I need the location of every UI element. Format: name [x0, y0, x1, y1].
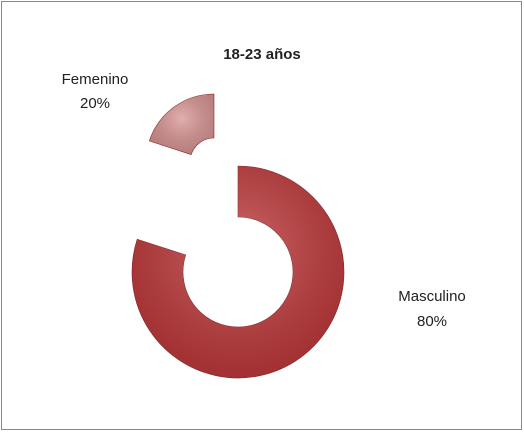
chart-title: 18-23 años: [223, 46, 301, 63]
slice-shading: [132, 166, 344, 378]
slice-category-label: Femenino: [62, 71, 129, 88]
slice-value-label: 20%: [80, 95, 110, 112]
slice-value-label: 80%: [417, 313, 447, 330]
slice-shading: [149, 94, 214, 155]
slice-category-label: Masculino: [398, 288, 466, 305]
